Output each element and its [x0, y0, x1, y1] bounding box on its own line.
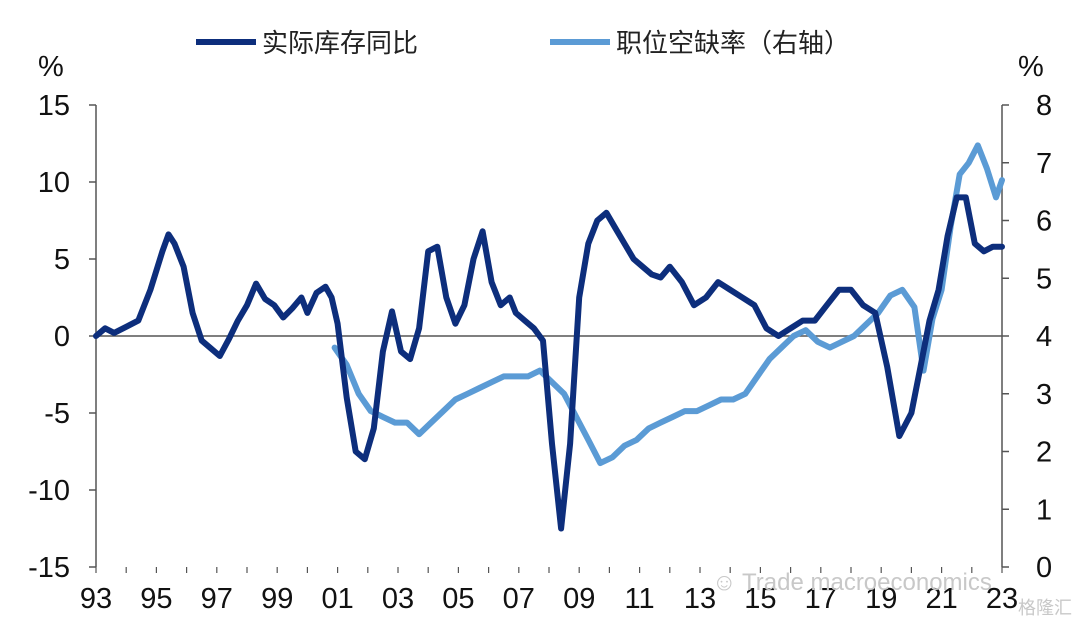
x-tick-label: 11	[625, 583, 655, 615]
left-tick-label: -10	[28, 475, 70, 507]
series-line-job-vacancy-rate	[331, 142, 1005, 467]
x-tick-label: 03	[382, 583, 414, 615]
left-tick-label: 5	[54, 244, 70, 276]
x-tick-label: 09	[563, 583, 595, 615]
left-tick-label: -5	[44, 398, 70, 430]
right-tick-label: 8	[1036, 90, 1052, 122]
x-tick-label: 93	[80, 583, 112, 615]
x-tick-label: 19	[865, 583, 897, 615]
x-tick-label: 05	[442, 583, 474, 615]
right-axis-unit: %	[1018, 51, 1044, 83]
right-tick-label: 1	[1036, 494, 1052, 526]
x-tick-label: 15	[744, 583, 776, 615]
left-tick-label: 15	[38, 90, 70, 122]
right-axis-ticks: 8 7 6 5 4 3 2 1 0	[1002, 90, 1052, 584]
left-axis-unit: %	[38, 51, 64, 83]
left-axis-ticks: 15 10 5 0 -5 -10 -15	[28, 90, 96, 584]
legend-label-vacancy: 职位空缺率（右轴）	[616, 29, 850, 59]
legend: 实际库存同比 职位空缺率（右轴）	[196, 29, 850, 59]
right-tick-label: 3	[1036, 379, 1052, 411]
right-tick-label: 7	[1036, 148, 1052, 180]
x-tick-label: 13	[684, 583, 716, 615]
left-tick-label: 0	[54, 321, 70, 353]
x-tick-label: 23	[986, 583, 1018, 615]
right-tick-label: 5	[1036, 263, 1052, 295]
right-tick-label: 0	[1036, 552, 1052, 584]
series-line-real-inventory-yoy	[93, 194, 1005, 532]
right-tick-label: 6	[1036, 206, 1052, 238]
watermark-sub: 格隆汇	[1018, 598, 1072, 619]
watermark-text: Trade macroeconomics	[742, 569, 992, 596]
right-tick-label: 2	[1036, 437, 1052, 469]
right-tick-label: 4	[1036, 321, 1052, 353]
watermark: ☺ Trade macroeconomics 格隆汇	[712, 569, 1072, 619]
x-tick-label: 97	[201, 583, 233, 615]
x-tick-label: 99	[261, 583, 293, 615]
x-tick-label: 95	[140, 583, 172, 615]
left-tick-label: -15	[28, 552, 70, 584]
watermark-logo-icon: ☺	[712, 569, 737, 596]
legend-label-inventory: 实际库存同比	[262, 29, 418, 59]
x-tick-label: 07	[503, 583, 535, 615]
x-axis-ticks: 93 95 97 99 01 03 05 07 09 11 13 15 17 19 21 23	[80, 567, 1018, 615]
x-tick-label: 17	[805, 583, 837, 615]
x-tick-label: 01	[321, 583, 353, 615]
left-tick-label: 10	[38, 167, 70, 199]
x-tick-label: 21	[925, 583, 957, 615]
